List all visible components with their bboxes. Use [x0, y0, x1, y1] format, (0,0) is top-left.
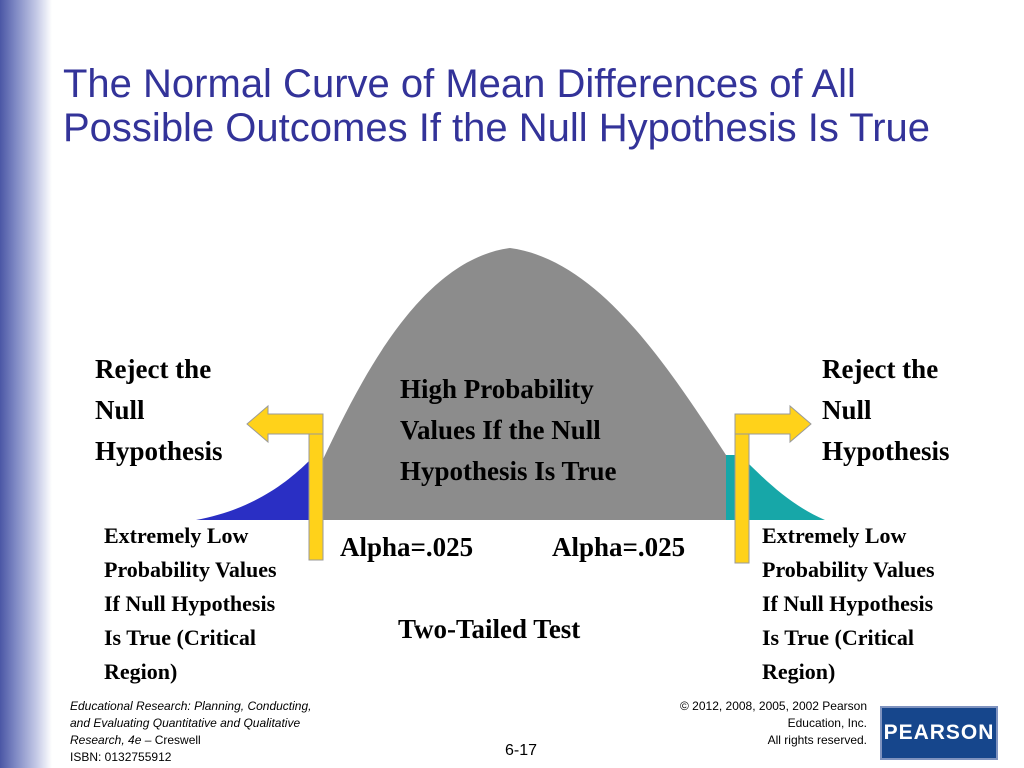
left-arrow-head [246, 404, 324, 444]
extreme-left-line: If Null Hypothesis [104, 591, 276, 616]
right-arrow-stem [734, 417, 750, 564]
reject-left-line: Hypothesis [95, 436, 223, 466]
extreme-left-line: Extremely Low [104, 523, 249, 548]
alpha-right-label: Alpha=.025 [552, 532, 686, 562]
extreme-right-line: Region) [762, 659, 836, 684]
pearson-logo-text: PEARSON [883, 721, 995, 744]
extreme-left-line: Is True (Critical [104, 625, 256, 650]
extreme-right-line: Extremely Low [762, 523, 907, 548]
high-probability-line: High Probability [400, 374, 594, 404]
footer-author: Creswell [154, 733, 201, 747]
reject-right-line: Hypothesis [822, 436, 950, 466]
footer-isbn: ISBN: 0132755912 [70, 750, 172, 764]
reject-right-label: Reject the Null Hypothesis [822, 349, 992, 472]
extreme-right-line: Is True (Critical [762, 625, 914, 650]
two-tailed-test-label: Two-Tailed Test [398, 614, 581, 644]
left-tail-region [196, 460, 318, 520]
extreme-left-line: Probability Values [104, 557, 277, 582]
page-number: 6-17 [505, 742, 538, 759]
footer-book-line-3: Research, 4e – Creswell [70, 732, 370, 749]
reject-right-line: Null [822, 395, 872, 425]
extreme-left-label: Extremely Low Probability Values If Null… [104, 519, 334, 689]
high-probability-label: High Probability Values If the Null Hypo… [400, 369, 700, 492]
extreme-right-line: If Null Hypothesis [762, 591, 934, 616]
high-probability-line: Values If the Null [400, 415, 601, 445]
footer-book-edition: Research, 4e – [70, 733, 155, 747]
footer-book-line: Educational Research: Planning, Conducti… [70, 699, 312, 713]
left-gradient-band [0, 0, 52, 768]
copyright-line: © 2012, 2008, 2005, 2002 Pearson [680, 699, 867, 713]
extreme-right-line: Probability Values [762, 557, 935, 582]
reject-left-line: Null [95, 395, 145, 425]
high-probability-line: Hypothesis Is True [400, 456, 617, 486]
copyright-line: All rights reserved. [767, 733, 867, 747]
reject-left-line: Reject the [95, 354, 212, 384]
pearson-logo: PEARSON [880, 706, 998, 760]
footer-citation: Educational Research: Planning, Conducti… [70, 698, 370, 766]
footer-book-line: and Evaluating Quantitative and Qualitat… [70, 716, 301, 730]
alpha-left-label: Alpha=.025 [340, 532, 474, 562]
reject-right-line: Reject the [822, 354, 939, 384]
reject-left-label: Reject the Null Hypothesis [95, 349, 265, 472]
curve-body [318, 248, 726, 520]
right-tail-region [726, 455, 825, 520]
extreme-right-label: Extremely Low Probability Values If Null… [762, 519, 992, 689]
footer-copyright: © 2012, 2008, 2005, 2002 Pearson Educati… [627, 698, 867, 749]
right-arrow-head [734, 404, 812, 444]
copyright-line: Education, Inc. [787, 716, 867, 730]
slide-title: The Normal Curve of Mean Differences of … [63, 62, 931, 150]
extreme-left-line: Region) [104, 659, 178, 684]
